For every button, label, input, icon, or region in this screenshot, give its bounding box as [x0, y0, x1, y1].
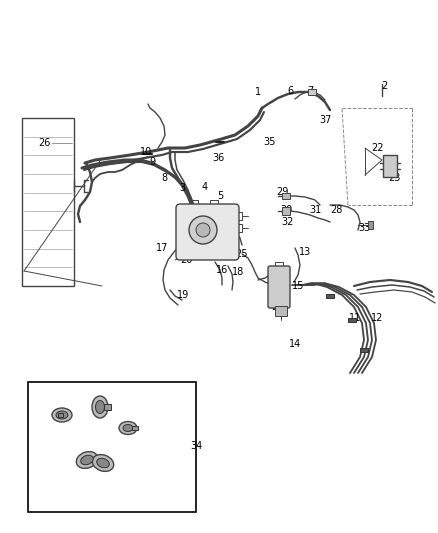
Ellipse shape [92, 455, 114, 471]
Text: 34: 34 [190, 441, 202, 451]
Text: 27: 27 [272, 302, 284, 312]
Ellipse shape [119, 422, 137, 434]
Text: 32: 32 [282, 217, 294, 227]
Text: 36: 36 [212, 153, 224, 163]
Text: 29: 29 [276, 187, 288, 197]
Bar [28, 382, 196, 512]
Bar [275, 306, 287, 316]
Text: 12: 12 [371, 313, 383, 323]
Bar [368, 221, 373, 229]
Bar [360, 348, 368, 352]
Text: 9: 9 [149, 157, 155, 167]
Text: 20: 20 [180, 255, 192, 265]
Text: 3: 3 [179, 183, 185, 193]
Circle shape [189, 216, 217, 244]
Bar [348, 318, 356, 322]
Text: 28: 28 [330, 205, 342, 215]
Bar [326, 294, 334, 298]
Bar [132, 426, 138, 430]
FancyBboxPatch shape [176, 204, 239, 260]
Bar [383, 155, 397, 177]
Text: 23: 23 [388, 173, 400, 183]
Bar [308, 89, 316, 95]
Bar [58, 413, 63, 417]
Text: 24: 24 [386, 158, 398, 168]
Text: 16: 16 [216, 265, 228, 275]
Text: 31: 31 [309, 205, 321, 215]
Text: 11: 11 [349, 313, 361, 323]
Text: 1: 1 [255, 87, 261, 97]
Text: 19: 19 [177, 290, 189, 300]
Text: 22: 22 [372, 143, 384, 153]
Bar [282, 193, 290, 199]
Ellipse shape [56, 411, 68, 419]
Text: 25: 25 [236, 249, 248, 259]
Ellipse shape [123, 424, 133, 432]
Text: 35: 35 [264, 137, 276, 147]
Text: 4: 4 [202, 182, 208, 192]
Text: 26: 26 [38, 138, 50, 148]
Bar [104, 404, 111, 410]
Text: 7: 7 [307, 86, 313, 96]
Ellipse shape [92, 396, 108, 418]
Text: 30: 30 [280, 205, 292, 215]
Text: 8: 8 [161, 173, 167, 183]
Text: 18: 18 [232, 267, 244, 277]
FancyBboxPatch shape [268, 266, 290, 308]
Ellipse shape [97, 458, 110, 468]
Text: 21: 21 [219, 235, 231, 245]
Text: 13: 13 [299, 247, 311, 257]
Circle shape [196, 223, 210, 237]
Text: 37: 37 [320, 115, 332, 125]
Text: 17: 17 [156, 243, 168, 253]
Text: 14: 14 [289, 339, 301, 349]
Ellipse shape [81, 455, 93, 465]
Text: 10: 10 [140, 147, 152, 157]
Ellipse shape [95, 400, 105, 414]
Ellipse shape [76, 451, 98, 469]
Text: 6: 6 [287, 86, 293, 96]
Text: 15: 15 [292, 281, 304, 291]
Text: 33: 33 [358, 223, 370, 233]
Ellipse shape [52, 408, 72, 422]
Text: 5: 5 [217, 191, 223, 201]
Text: 2: 2 [381, 81, 387, 91]
Bar [282, 207, 290, 215]
Bar [22, 118, 74, 286]
